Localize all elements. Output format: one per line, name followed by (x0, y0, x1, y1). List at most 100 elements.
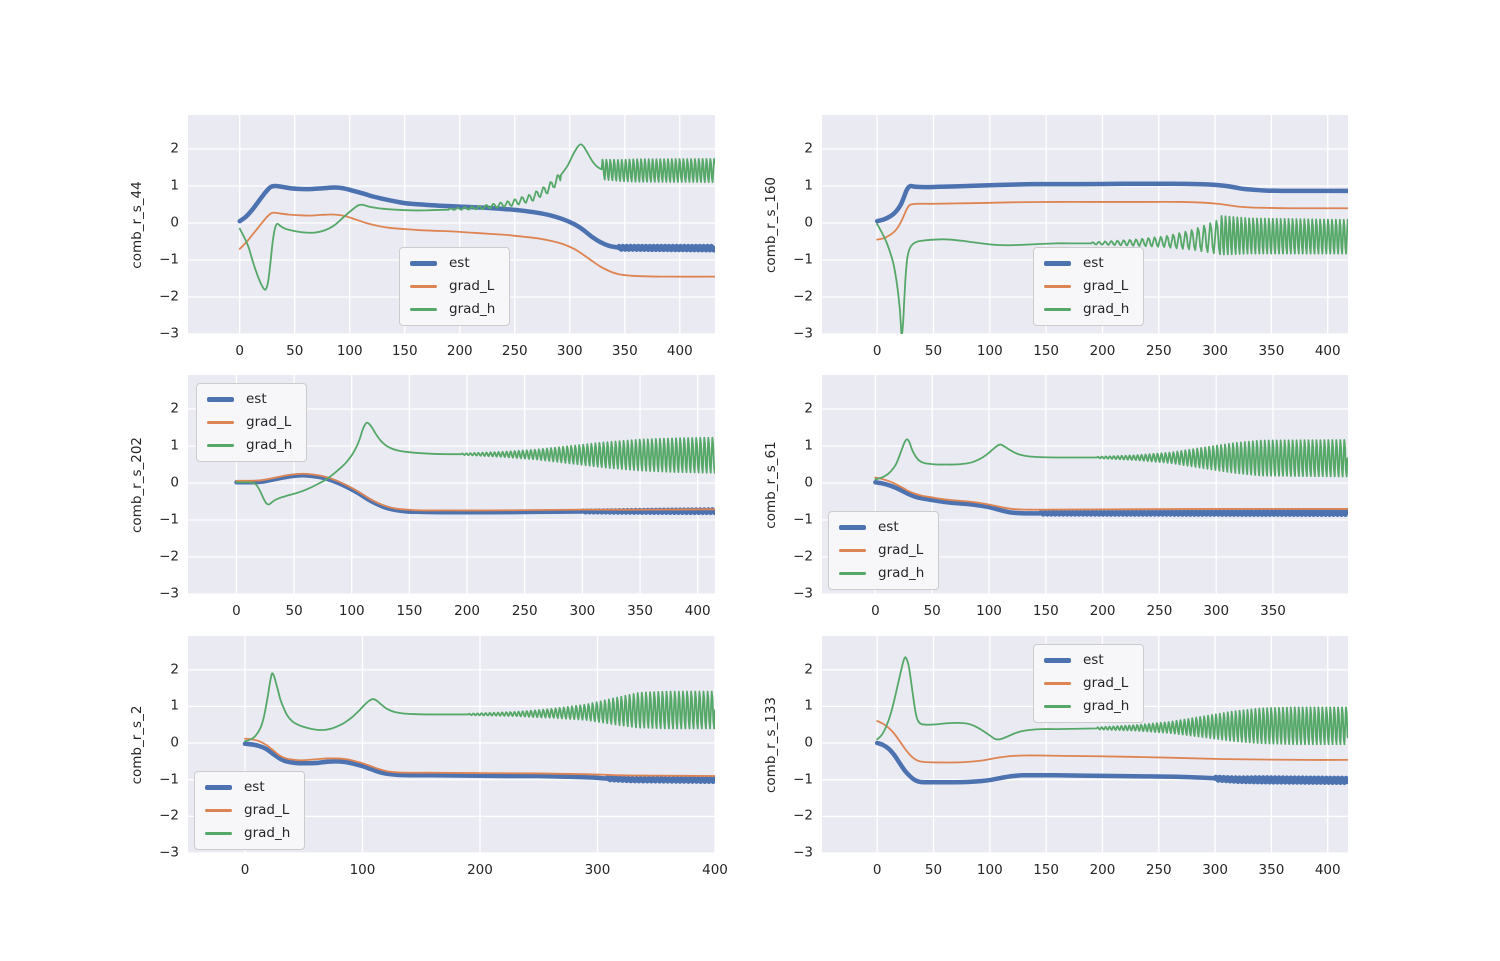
legend: est grad_L grad_h (196, 383, 308, 462)
legend-label: grad_L (1083, 278, 1129, 294)
legend-label: grad_h (878, 565, 925, 581)
y-tick-label: −1 (159, 251, 179, 268)
legend-line-sample-grad_h (1044, 705, 1071, 708)
line-grad_L (874, 476, 1348, 511)
legend-item-grad_L: grad_L (839, 543, 924, 558)
x-tick-label: 300 (1202, 862, 1228, 878)
x-tick-label: 400 (1314, 343, 1341, 359)
y-tick-label: 0 (804, 734, 813, 751)
x-tick-label: 300 (569, 603, 596, 619)
legend-item-grad_h: grad_h (410, 302, 495, 317)
legend-line-sample-grad_L (410, 285, 437, 288)
x-tick-label: 100 (976, 862, 1003, 878)
y-tick-label: −1 (793, 771, 813, 788)
legend-item-grad_h: grad_h (205, 826, 290, 841)
y-tick-label: −2 (793, 807, 813, 824)
legend-line-sample-grad_L (1044, 682, 1071, 685)
x-tick-label: 200 (1089, 603, 1116, 619)
y-tick-label: 1 (170, 177, 179, 194)
line-est (874, 740, 1348, 786)
y-axis-label: comb_r_s_61 (763, 440, 779, 529)
legend-label: est (1083, 255, 1104, 271)
legend-line-sample-grad_L (207, 421, 234, 424)
legend-label: grad_L (244, 802, 290, 818)
x-tick-label: 200 (1089, 343, 1116, 359)
x-tick-label: 0 (871, 603, 880, 619)
x-tick-label: 50 (285, 603, 303, 619)
legend-label: grad_h (1083, 698, 1130, 714)
legend: est grad_L grad_h (1033, 247, 1145, 326)
legend-line-sample-grad_h (410, 308, 437, 311)
legend-label: est (244, 779, 265, 795)
legend-label: grad_h (244, 825, 291, 841)
x-tick-label: 200 (446, 343, 473, 359)
line-grad_L (876, 200, 1348, 241)
line-grad_L (244, 737, 715, 777)
legend-label: est (878, 519, 899, 535)
x-tick-label: 0 (872, 343, 882, 359)
line-grad_L (238, 211, 715, 278)
x-tick-label: 150 (1032, 603, 1059, 619)
legend-item-est: est (1044, 256, 1129, 271)
x-tick-label: 50 (924, 862, 943, 878)
legend-item-est: est (1044, 653, 1129, 668)
x-tick-label: 350 (1258, 343, 1285, 359)
legend-label: grad_h (449, 301, 496, 317)
x-tick-label: 350 (1258, 862, 1285, 878)
legend-line-sample-grad_L (205, 809, 232, 812)
plot-canvas (188, 375, 715, 594)
legend-label: grad_L (449, 278, 495, 294)
y-axis-label: comb_r_s_2 (129, 705, 145, 784)
x-tick-label: 50 (923, 603, 941, 619)
legend-line-sample-grad_h (839, 572, 866, 575)
x-tick-label: 350 (611, 343, 638, 359)
legend: est grad_L grad_h (194, 771, 306, 850)
legend-line-sample-grad_h (1044, 308, 1071, 311)
x-tick-label: 250 (1146, 603, 1173, 619)
legend-item-est: est (205, 780, 290, 795)
x-tick-label: 0 (232, 603, 241, 619)
legend-item-grad_h: grad_h (1044, 699, 1129, 714)
line-est (242, 741, 715, 785)
y-tick-label: −3 (793, 844, 813, 861)
plot-canvas (822, 115, 1348, 334)
y-tick-label: −3 (793, 585, 813, 602)
x-tick-label: 150 (396, 603, 423, 619)
y-tick-label: 2 (804, 400, 813, 417)
legend-item-grad_L: grad_L (1044, 279, 1129, 294)
x-tick-label: 100 (336, 343, 363, 359)
x-tick-label: 200 (467, 862, 493, 878)
line-est (873, 480, 1348, 517)
legend-label: est (1083, 652, 1104, 668)
line-est (237, 183, 715, 253)
x-tick-label: 100 (349, 862, 376, 878)
legend-line-sample-grad_h (205, 832, 232, 835)
x-tick-label: 400 (702, 862, 728, 878)
legend-item-grad_L: grad_L (205, 803, 290, 818)
legend-line-sample-grad_L (839, 549, 866, 552)
y-tick-label: 0 (804, 214, 813, 231)
legend-item-grad_L: grad_L (410, 279, 495, 294)
x-tick-label: 400 (666, 343, 693, 359)
y-axis-label: comb_r_s_202 (129, 436, 145, 533)
x-tick-label: 250 (1145, 862, 1172, 878)
line-grad_h (876, 656, 1348, 746)
legend-item-est: est (839, 520, 924, 535)
x-tick-label: 300 (584, 862, 611, 878)
y-tick-label: 0 (804, 474, 813, 491)
y-tick-label: 2 (804, 140, 813, 157)
line-est (874, 181, 1348, 224)
y-tick-label: −1 (793, 511, 813, 528)
x-tick-label: 350 (1260, 603, 1286, 619)
y-tick-label: 1 (804, 697, 813, 714)
legend-item-grad_h: grad_h (1044, 302, 1129, 317)
plot-canvas (822, 636, 1348, 853)
legend-line-sample-grad_h (207, 444, 234, 447)
y-tick-label: 1 (170, 697, 179, 714)
legend-line-sample-grad_L (1044, 285, 1071, 288)
x-tick-label: 100 (976, 603, 1002, 619)
x-tick-label: 250 (511, 603, 538, 619)
y-tick-label: −2 (793, 288, 813, 305)
y-tick-label: −3 (159, 585, 179, 602)
